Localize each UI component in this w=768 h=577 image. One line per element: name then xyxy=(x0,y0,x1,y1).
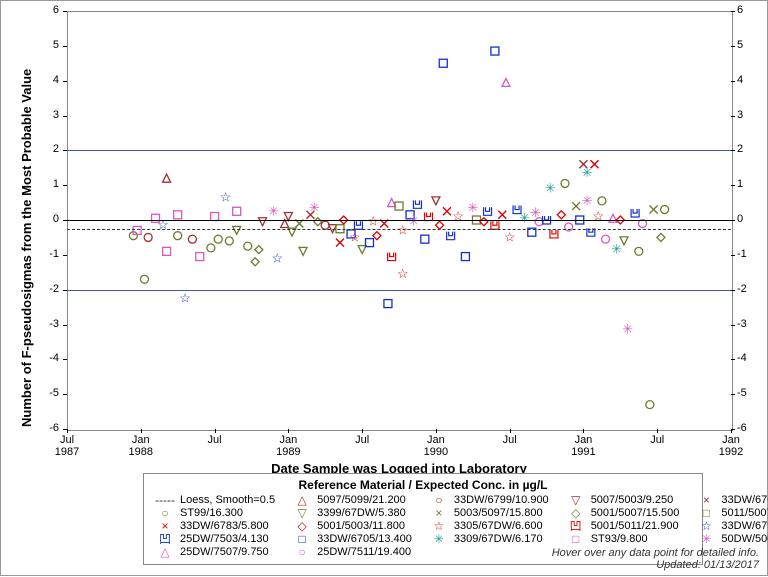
legend-item: ○ST99/16.300 xyxy=(152,507,275,519)
legend-item: ○25DW/7511/19.400 xyxy=(289,546,412,558)
svg-text:✳: ✳ xyxy=(309,200,320,215)
legend-item: △5097/5099/21.200 xyxy=(289,494,412,506)
scatter-chart: Number of F-pseudosigmas from the Most P… xyxy=(0,0,768,576)
legend-item: ✳3309/67DW/6.170 xyxy=(426,533,549,545)
legend-item: ○33DW/6799/10.900 xyxy=(426,494,549,506)
legend-item: ☆33DW/6793/6.570 xyxy=(693,520,768,532)
legend-item: ✳50DW/5001/9.000 xyxy=(693,533,768,545)
svg-text:✳: ✳ xyxy=(545,181,556,196)
legend-item: ▽5007/5003/9.250 xyxy=(563,494,680,506)
legend-item: ×5003/5097/15.800 xyxy=(426,507,549,519)
svg-text:✳: ✳ xyxy=(611,242,622,257)
legend-item: ◇5001/5003/11.800 xyxy=(289,520,412,532)
legend-item: □5011/5007/19.400 xyxy=(693,507,768,519)
legend-item: ◇5001/5007/15.500 xyxy=(563,507,680,519)
svg-text:☆: ☆ xyxy=(220,189,232,204)
legend-item: □33DW/6705/13.400 xyxy=(289,533,412,545)
legend-title: Reference Material / Expected Conc. in µ… xyxy=(152,478,694,492)
footer-hover-hint: Hover over any data point for detailed i… xyxy=(552,547,759,559)
svg-text:✳: ✳ xyxy=(268,203,279,218)
svg-text:✳: ✳ xyxy=(519,210,530,225)
svg-text:☆: ☆ xyxy=(349,229,361,244)
legend-item: ▽3399/67DW/5.380 xyxy=(289,507,412,519)
footer-updated: Updated: 01/13/2017 xyxy=(656,559,759,571)
svg-text:☆: ☆ xyxy=(179,290,191,305)
svg-text:☆: ☆ xyxy=(271,250,283,265)
legend-item: ☆3305/67DW/6.600 xyxy=(426,520,549,532)
svg-text:✳: ✳ xyxy=(467,200,478,215)
svg-text:☆: ☆ xyxy=(397,266,409,281)
legend-item: ×33DW/6783/5.800 xyxy=(152,520,275,532)
legend-item: ×33DW/6709/12.500 xyxy=(693,494,768,506)
legend-item: 凹5001/5011/21.900 xyxy=(563,520,680,532)
legend-item: 凹25DW/7503/4.130 xyxy=(152,533,275,545)
svg-text:✳: ✳ xyxy=(582,193,593,208)
chart-footer: Hover over any data point for detailed i… xyxy=(552,547,759,571)
svg-text:☆: ☆ xyxy=(397,222,409,237)
svg-text:✳: ✳ xyxy=(622,322,633,337)
legend-item: △25DW/7507/9.750 xyxy=(152,546,275,558)
svg-text:☆: ☆ xyxy=(504,229,516,244)
legend-item: -----Loess, Smooth=0.5 xyxy=(152,494,275,506)
legend-item: □ST93/9.800 xyxy=(563,533,680,545)
